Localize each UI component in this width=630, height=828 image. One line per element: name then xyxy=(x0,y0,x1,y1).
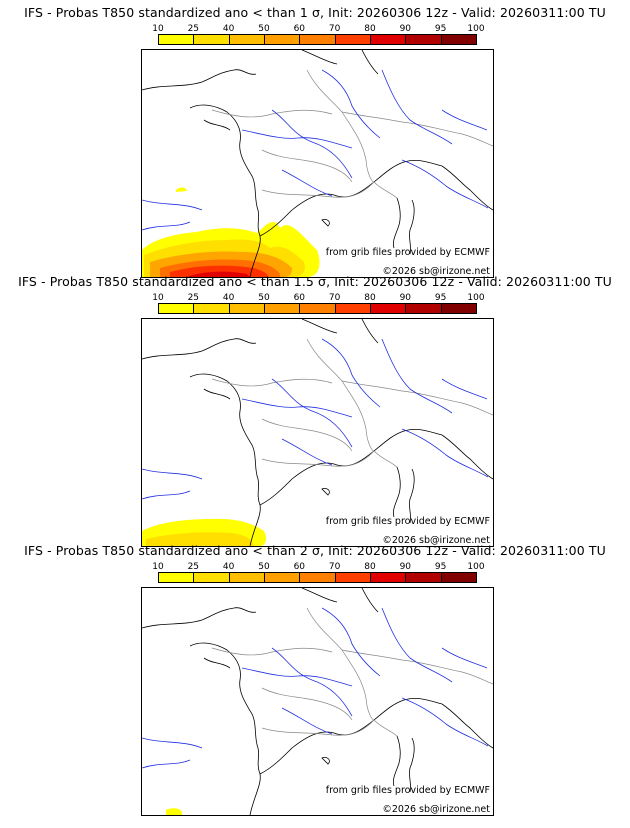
tick-label: 10 xyxy=(152,562,164,572)
tick-label: 95 xyxy=(434,293,447,303)
tick-label: 100 xyxy=(467,293,485,303)
source-note: from grib files provided by ECMWF xyxy=(325,785,490,796)
tick-label: 25 xyxy=(187,293,200,303)
colorbar-segment xyxy=(194,573,230,582)
coastline xyxy=(142,50,493,277)
prob-area-10 xyxy=(176,187,187,192)
colorbar-segment xyxy=(370,304,407,313)
colorbar xyxy=(158,34,477,45)
copyright: ©2026 sb@irizone.net xyxy=(382,804,490,815)
tick-label: 40 xyxy=(222,293,235,303)
colorbar-segment xyxy=(264,35,301,44)
colorbar-segment xyxy=(229,573,265,582)
colorbar-segment xyxy=(300,573,336,582)
colorbar-ticks: 10 25 40 50 60 70 80 90 95 100 xyxy=(152,562,484,572)
tick-label: 25 xyxy=(187,562,200,572)
colorbar-ticks: 10 25 40 50 60 70 80 90 95 100 xyxy=(152,24,484,34)
coastline xyxy=(142,319,493,546)
panel-title: IFS - Probas T850 standardized ano < tha… xyxy=(24,5,606,20)
panel-1: IFS - Probas T850 standardized ano < tha… xyxy=(0,0,630,278)
country-border xyxy=(211,338,493,468)
panel-title: IFS - Probas T850 standardized ano < tha… xyxy=(24,543,606,558)
panel-2: IFS - Probas T850 standardized ano < tha… xyxy=(0,269,630,547)
colorbar-segment xyxy=(159,304,195,313)
colorbar-segment xyxy=(229,304,265,313)
map-area: from grib files provided by ECMWF ©2026 … xyxy=(141,587,494,816)
colorbar-segment xyxy=(194,35,230,44)
tick-label: 70 xyxy=(328,562,341,572)
colorbar-segment xyxy=(335,35,371,44)
copyright: ©2026 sb@irizone.net xyxy=(382,266,490,277)
colorbar-segment xyxy=(159,35,195,44)
tick-label: 80 xyxy=(364,24,376,34)
colorbar-segment xyxy=(441,35,476,44)
map-svg xyxy=(142,50,493,277)
tick-label: 90 xyxy=(399,293,412,303)
country-border xyxy=(211,607,493,737)
tick-label: 95 xyxy=(434,562,447,572)
colorbar-ticks: 10 25 40 50 60 70 80 90 95 100 xyxy=(152,293,484,303)
coastline xyxy=(142,588,493,815)
map-svg xyxy=(142,588,493,815)
panel-3: IFS - Probas T850 standardized ano < tha… xyxy=(0,538,630,816)
colorbar-segment xyxy=(370,35,407,44)
tick-label: 80 xyxy=(364,562,376,572)
tick-label: 50 xyxy=(258,24,270,34)
tick-label: 100 xyxy=(467,562,485,572)
colorbar-segment xyxy=(229,35,265,44)
tick-label: 60 xyxy=(293,293,306,303)
colorbar-segment xyxy=(441,304,476,313)
colorbar-segment xyxy=(335,304,371,313)
colorbar-segment xyxy=(335,573,371,582)
tick-label: 100 xyxy=(467,24,485,34)
colorbar-segment xyxy=(406,304,442,313)
prob-area-25 xyxy=(146,532,254,546)
colorbar-segment xyxy=(406,35,442,44)
map-area: from grib files provided by ECMWF ©2026 … xyxy=(141,318,494,547)
country-border xyxy=(211,69,493,199)
tick-label: 60 xyxy=(293,24,306,34)
tick-label: 40 xyxy=(222,24,235,34)
tick-label: 50 xyxy=(258,293,270,303)
colorbar-segment xyxy=(300,35,336,44)
panel-title: IFS - Probas T850 standardized ano < tha… xyxy=(18,274,612,289)
tick-label: 70 xyxy=(328,293,341,303)
river xyxy=(142,338,489,500)
colorbar-segment xyxy=(194,304,230,313)
colorbar-segment xyxy=(159,573,195,582)
colorbar-segment xyxy=(264,573,301,582)
tick-label: 90 xyxy=(399,24,412,34)
tick-label: 90 xyxy=(399,562,412,572)
map-svg xyxy=(142,319,493,546)
tick-label: 70 xyxy=(328,24,341,34)
prob-area-10 xyxy=(166,808,182,815)
tick-label: 60 xyxy=(293,562,306,572)
colorbar-segment xyxy=(441,573,476,582)
prob-area-80 xyxy=(187,271,250,277)
copyright: ©2026 sb@irizone.net xyxy=(382,535,490,546)
river xyxy=(142,607,489,769)
tick-label: 10 xyxy=(152,293,164,303)
colorbar-segment xyxy=(300,304,336,313)
colorbar xyxy=(158,572,477,583)
source-note: from grib files provided by ECMWF xyxy=(325,247,490,258)
colorbar-segment xyxy=(370,573,407,582)
tick-label: 40 xyxy=(222,562,235,572)
map-area: from grib files provided by ECMWF ©2026 … xyxy=(141,49,494,278)
colorbar-segment xyxy=(406,573,442,582)
colorbar xyxy=(158,303,477,314)
tick-label: 80 xyxy=(364,293,376,303)
tick-label: 10 xyxy=(152,24,164,34)
tick-label: 25 xyxy=(187,24,200,34)
tick-label: 95 xyxy=(434,24,447,34)
tick-label: 50 xyxy=(258,562,270,572)
source-note: from grib files provided by ECMWF xyxy=(325,516,490,527)
colorbar-segment xyxy=(264,304,301,313)
river xyxy=(142,69,489,231)
